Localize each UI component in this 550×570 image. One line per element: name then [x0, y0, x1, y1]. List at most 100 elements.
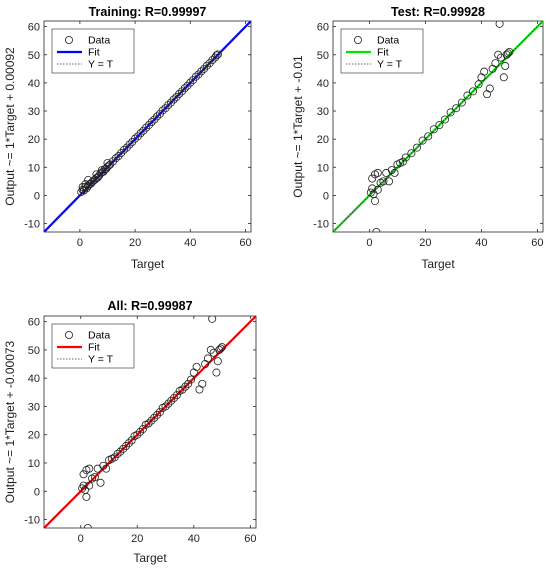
- data-point: [468, 87, 477, 96]
- data-point: [122, 143, 131, 152]
- y-axis-label: Output ~= 1*Target + -0.01: [291, 55, 305, 198]
- y-axis-label: Output ~= 1*Target + -0.00073: [3, 340, 17, 503]
- x-tick-label: 60: [239, 237, 251, 249]
- legend-label-fit: Fit: [88, 47, 100, 59]
- data-point: [206, 345, 215, 354]
- y-tick-label: 10: [317, 162, 329, 174]
- y-tick-label: -10: [24, 515, 40, 527]
- data-point: [92, 170, 101, 179]
- legend-data-marker: [65, 36, 74, 45]
- x-tick-label: 20: [129, 237, 141, 249]
- legend-label-identity: Y = T: [377, 59, 403, 71]
- test-plot: Test: R=0.99928 Target Output ~= 1*Targe…: [291, 5, 544, 271]
- data-point: [133, 132, 142, 141]
- data-point: [474, 80, 483, 89]
- data-point: [117, 148, 126, 157]
- legend-label-data: Data: [88, 35, 110, 47]
- data-point: [161, 402, 170, 411]
- plot-title: Test: R=0.99928: [391, 5, 485, 19]
- data-point: [368, 184, 377, 193]
- data-point: [194, 70, 203, 79]
- x-tick-label: 40: [184, 237, 196, 249]
- data-point: [169, 95, 178, 104]
- data-point: [218, 343, 227, 352]
- y-tick-label: 60: [317, 22, 329, 34]
- legend-label-identity: Y = T: [88, 354, 114, 366]
- data-point: [390, 168, 399, 177]
- data-point: [186, 78, 195, 87]
- all-plot: All: R=0.99987 Target Output ~= 1*Target…: [3, 299, 256, 565]
- data-point: [147, 416, 156, 425]
- data-point: [373, 185, 382, 194]
- data-point: [401, 153, 410, 162]
- x-tick-label: 20: [131, 533, 143, 545]
- data-point: [82, 184, 91, 193]
- data-point: [200, 64, 209, 73]
- data-point: [407, 149, 416, 158]
- data-point: [205, 59, 214, 68]
- data-point: [167, 396, 176, 405]
- data-point: [80, 186, 89, 195]
- data-point: [109, 157, 118, 166]
- y-tick-label: 10: [28, 458, 40, 470]
- data-point: [96, 478, 105, 487]
- y-tick-label: 50: [317, 50, 329, 62]
- data-point: [120, 145, 129, 154]
- y-tick-label: 50: [28, 345, 40, 357]
- data-point: [503, 49, 512, 58]
- data-point: [418, 136, 427, 145]
- data-point: [170, 393, 179, 402]
- y-tick-label: -10: [24, 219, 40, 231]
- data-point: [121, 442, 130, 451]
- data-point: [136, 427, 145, 436]
- data-point: [387, 166, 396, 175]
- y-tick-label: 50: [28, 50, 40, 62]
- data-point: [85, 464, 94, 473]
- data-point: [138, 425, 147, 434]
- data-point: [208, 56, 217, 65]
- x-tick-label: 40: [188, 533, 200, 545]
- data-point: [215, 345, 224, 354]
- data-point: [127, 436, 136, 445]
- data-point: [216, 344, 225, 353]
- y-tick-label: 0: [34, 190, 40, 202]
- data-point: [124, 439, 133, 448]
- x-axis-label: Target: [131, 257, 165, 271]
- y-tick-label: 60: [28, 22, 40, 34]
- data-point: [485, 84, 494, 93]
- data-point: [213, 357, 222, 366]
- data-point: [180, 84, 189, 93]
- data-point: [505, 47, 514, 56]
- data-point: [457, 98, 466, 107]
- x-axis-label: Target: [133, 551, 167, 565]
- data-point: [133, 430, 142, 439]
- data-point: [150, 413, 159, 422]
- data-point: [412, 143, 421, 152]
- data-point: [208, 316, 217, 323]
- data-point: [183, 81, 192, 90]
- data-point: [103, 159, 112, 168]
- data-point: [144, 121, 153, 130]
- data-point: [166, 98, 175, 107]
- data-point: [501, 62, 510, 71]
- y-tick-label: 30: [317, 106, 329, 118]
- legend-data-marker: [353, 36, 362, 45]
- data-point: [81, 180, 90, 189]
- data-point: [77, 188, 86, 197]
- data-point: [111, 154, 120, 163]
- data-point: [158, 106, 167, 115]
- data-point: [368, 174, 377, 183]
- data-point: [79, 470, 88, 479]
- legend-label-data: Data: [377, 35, 399, 47]
- data-point: [114, 152, 123, 161]
- data-point: [446, 108, 455, 117]
- y-tick-label: 30: [28, 106, 40, 118]
- y-tick-label: 40: [28, 373, 40, 385]
- data-point: [186, 375, 195, 384]
- data-point: [164, 399, 173, 408]
- x-tick-label: 0: [77, 237, 83, 249]
- training-plot: Training: R=0.99997 Target Output ~= 1*T…: [3, 5, 252, 271]
- data-point: [178, 385, 187, 394]
- data-point: [177, 87, 186, 96]
- data-point: [139, 126, 148, 135]
